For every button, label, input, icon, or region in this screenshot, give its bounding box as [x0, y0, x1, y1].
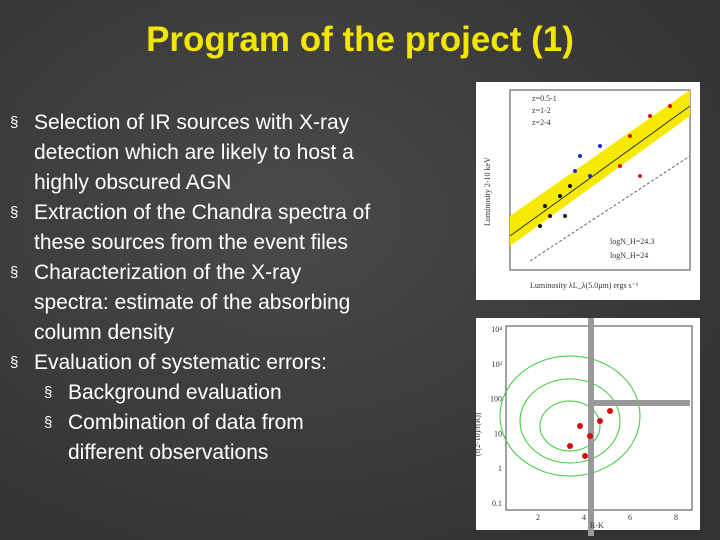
band: [510, 90, 690, 246]
figures: z=0.5-1 z=1-2 z=2-4 logN_H=24.3 logN_H=2…: [473, 82, 700, 536]
x-label: R-K: [590, 521, 604, 530]
bullet-text: Extraction of the Chandra spectra of the…: [34, 201, 371, 254]
dots: [538, 184, 572, 228]
tick-label: 10⁴: [491, 325, 502, 334]
tick-label: 1: [498, 464, 502, 473]
tick-label: 10³: [492, 360, 503, 369]
x-label: Luminosity λL_λ(5.0μm) ergs s⁻¹: [530, 281, 639, 290]
bottom-frame: [505, 325, 693, 511]
sub-bullet: § Background evaluation: [10, 378, 380, 408]
sub-bullet-text: Background evaluation: [68, 381, 282, 404]
bullet-text: Evaluation of systematic errors:: [34, 351, 327, 374]
legend: z=1-2: [532, 106, 551, 115]
bullet-marker: §: [10, 354, 19, 371]
line-label: logN_H=24: [610, 251, 648, 260]
bullet: § Selection of IR sources with X-ray dete…: [10, 108, 380, 198]
bullet-marker: §: [44, 414, 53, 431]
fit-line: [509, 105, 691, 237]
bullet-text: Selection of IR sources with X-ray detec…: [34, 111, 354, 194]
sub-bullet-text: Combination of data from different obser…: [68, 411, 304, 464]
tick-label: 0.1: [492, 499, 502, 508]
bar: [594, 400, 690, 406]
bullet-text: Characterization of the X-ray spectra: e…: [34, 261, 351, 344]
slide-title: Program of the project (1): [146, 20, 574, 59]
bar: [588, 318, 594, 536]
tick-label: 100: [490, 395, 502, 404]
bullet-marker: §: [10, 204, 19, 221]
bullet-marker: §: [10, 114, 19, 131]
tick-label: 10: [494, 429, 502, 438]
top-frame: [509, 89, 691, 271]
tick-label: 4: [582, 513, 586, 522]
y-label: Luminosity 2-10 keV: [483, 157, 492, 226]
contours: [499, 355, 641, 477]
bullet-list: § Selection of IR sources with X-ray dete…: [10, 108, 380, 468]
tick-label: 8: [674, 513, 678, 522]
bullet: § Extraction of the Chandra spectra of th…: [10, 198, 380, 258]
tick-label: 2: [536, 513, 540, 522]
bullet-marker: §: [10, 264, 19, 281]
line-label: logN_H=24.3: [610, 237, 654, 246]
bullet: § Evaluation of systematic errors:: [10, 348, 380, 378]
legend: z=0.5-1: [532, 94, 557, 103]
bullet: § Characterization of the X-ray spectra: …: [10, 258, 380, 348]
bullet-marker: §: [44, 384, 53, 401]
sub-bullet: § Combination of data from different obse…: [10, 408, 380, 468]
legend: z=2-4: [532, 118, 551, 127]
y-label: (f(2-10)/f(R)): [473, 412, 482, 456]
tick-label: 6: [628, 513, 632, 522]
nh-line: [529, 155, 691, 262]
